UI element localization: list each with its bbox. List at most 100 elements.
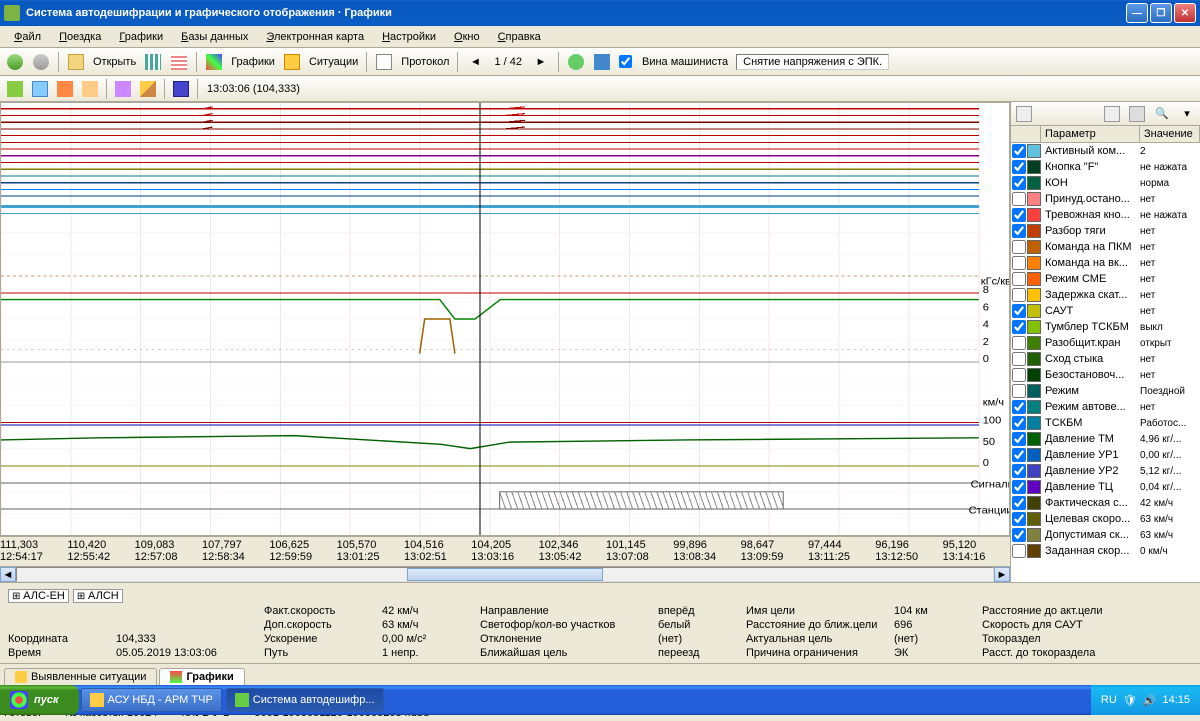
fault-checkbox[interactable]: [619, 55, 632, 68]
edit-icon[interactable]: [137, 78, 159, 100]
next-page-button[interactable]: ►: [530, 51, 552, 73]
param-checkbox[interactable]: [1012, 400, 1026, 414]
close-button[interactable]: ✕: [1174, 3, 1196, 23]
param-checkbox[interactable]: [1012, 496, 1026, 510]
prev-page-button[interactable]: ◄: [464, 51, 486, 73]
param-row[interactable]: КОН норма: [1011, 175, 1200, 191]
param-checkbox[interactable]: [1012, 368, 1026, 382]
param-row[interactable]: Разбор тяги нет: [1011, 223, 1200, 239]
scroll-right-button[interactable]: ►: [994, 567, 1010, 582]
param-row[interactable]: САУТ нет: [1011, 303, 1200, 319]
param-checkbox[interactable]: [1012, 432, 1026, 446]
forward-button[interactable]: [30, 51, 52, 73]
param-row[interactable]: Целевая скоро... 63 км/ч: [1011, 511, 1200, 527]
param-row[interactable]: Разобщит.кран открыт: [1011, 335, 1200, 351]
menu-Электронная карта[interactable]: Электронная карта: [258, 29, 372, 45]
param-row[interactable]: Кнопка "F" не нажата: [1011, 159, 1200, 175]
panel-zoom-in[interactable]: 🔍: [1151, 103, 1173, 125]
param-row[interactable]: Заданная скор... 0 км/ч: [1011, 543, 1200, 559]
param-checkbox[interactable]: [1012, 336, 1026, 350]
param-checkbox[interactable]: [1012, 384, 1026, 398]
info-tree[interactable]: ⊞ АЛС-ЕН ⊞ АЛСН: [8, 587, 1192, 605]
taskbar-task[interactable]: АСУ НБД - АРМ ТЧР: [81, 688, 222, 712]
param-row[interactable]: Режим Поездной: [1011, 383, 1200, 399]
tool-icon-3[interactable]: [54, 78, 76, 100]
param-checkbox[interactable]: [1012, 512, 1026, 526]
graphs-button[interactable]: Графики: [229, 56, 277, 68]
param-checkbox[interactable]: [1012, 288, 1026, 302]
param-checkbox[interactable]: [1012, 192, 1026, 206]
param-row[interactable]: Давление ТМ 4,96 кг/...: [1011, 431, 1200, 447]
param-checkbox[interactable]: [1012, 256, 1026, 270]
tray-icon[interactable]: 🛡: [1123, 694, 1137, 707]
param-row[interactable]: Безостановоч... нет: [1011, 367, 1200, 383]
tab-graphs[interactable]: Графики: [159, 668, 244, 685]
start-button[interactable]: пуск: [0, 685, 79, 715]
minimize-button[interactable]: —: [1126, 3, 1148, 23]
param-row[interactable]: Давление УР1 0,00 кг/...: [1011, 447, 1200, 463]
goto-icon[interactable]: [591, 51, 613, 73]
param-checkbox[interactable]: [1012, 176, 1026, 190]
flag-icon[interactable]: [281, 51, 303, 73]
param-row[interactable]: Принуд.остано... нет: [1011, 191, 1200, 207]
save-icon[interactable]: [170, 78, 192, 100]
param-row[interactable]: Сход стыка нет: [1011, 351, 1200, 367]
chart-icon[interactable]: [203, 51, 225, 73]
param-row[interactable]: Давление УР2 5,12 кг/...: [1011, 463, 1200, 479]
menu-Файл[interactable]: Файл: [6, 29, 49, 45]
param-checkbox[interactable]: [1012, 208, 1026, 222]
situations-button[interactable]: Ситуации: [307, 56, 360, 68]
param-checkbox[interactable]: [1012, 448, 1026, 462]
param-checkbox[interactable]: [1012, 144, 1026, 158]
param-checkbox[interactable]: [1012, 480, 1026, 494]
protocol-button[interactable]: Протокол: [399, 56, 451, 68]
param-row[interactable]: Тревожная кно... не нажата: [1011, 207, 1200, 223]
menu-Справка[interactable]: Справка: [490, 29, 549, 45]
maximize-button[interactable]: ❐: [1150, 3, 1172, 23]
refresh-icon[interactable]: [565, 51, 587, 73]
panel-zoom-out[interactable]: ▾: [1176, 103, 1198, 125]
panel-tool-2[interactable]: [1101, 103, 1123, 125]
menu-Базы данных[interactable]: Базы данных: [173, 29, 256, 45]
menu-Поездка[interactable]: Поездка: [51, 29, 109, 45]
param-checkbox[interactable]: [1012, 304, 1026, 318]
tray-lang[interactable]: RU: [1101, 694, 1117, 706]
param-row[interactable]: Команда на ПКМ нет: [1011, 239, 1200, 255]
tool-icon-5[interactable]: [112, 78, 134, 100]
scroll-left-button[interactable]: ◄: [0, 567, 16, 582]
param-checkbox[interactable]: [1012, 352, 1026, 366]
param-checkbox[interactable]: [1012, 528, 1026, 542]
param-row[interactable]: ТСКБМ Работос...: [1011, 415, 1200, 431]
tool-icon-4[interactable]: [79, 78, 101, 100]
doc-icon[interactable]: [373, 51, 395, 73]
folder-icon[interactable]: [65, 51, 87, 73]
menu-Окно[interactable]: Окно: [446, 29, 488, 45]
param-checkbox[interactable]: [1012, 160, 1026, 174]
scroll-thumb[interactable]: [407, 568, 602, 581]
param-row[interactable]: Режим СМЕ нет: [1011, 271, 1200, 287]
param-checkbox[interactable]: [1012, 320, 1026, 334]
param-row[interactable]: Режим автове... нет: [1011, 399, 1200, 415]
menu-Графики[interactable]: Графики: [111, 29, 171, 45]
tray-icon[interactable]: 🔊: [1143, 694, 1157, 707]
open-button[interactable]: Открыть: [91, 56, 138, 68]
back-button[interactable]: [4, 51, 26, 73]
taskbar-task[interactable]: Система автодешифр...: [226, 688, 384, 712]
panel-tool-3[interactable]: [1126, 103, 1148, 125]
h-scrollbar[interactable]: ◄ ►: [0, 566, 1010, 582]
tab-situations[interactable]: Выявленные ситуации: [4, 668, 157, 685]
param-checkbox[interactable]: [1012, 544, 1026, 558]
list-icon[interactable]: [168, 51, 190, 73]
param-row[interactable]: Активный ком... 2: [1011, 143, 1200, 159]
chart-area[interactable]: 02468кГс/кв.см050100км/чСигналыСтанции: [0, 102, 1010, 536]
param-checkbox[interactable]: [1012, 464, 1026, 478]
system-tray[interactable]: RU 🛡 🔊 14:15: [1091, 685, 1200, 715]
param-row[interactable]: Допустимая ск... 63 км/ч: [1011, 527, 1200, 543]
param-row[interactable]: Задержка скат... нет: [1011, 287, 1200, 303]
param-checkbox[interactable]: [1012, 416, 1026, 430]
panel-tool-1[interactable]: [1013, 103, 1035, 125]
param-row[interactable]: Тумблер ТСКБМ выкл: [1011, 319, 1200, 335]
menu-Настройки[interactable]: Настройки: [374, 29, 444, 45]
param-row[interactable]: Фактическая с... 42 км/ч: [1011, 495, 1200, 511]
param-list[interactable]: Активный ком... 2 Кнопка "F" не нажата К…: [1011, 143, 1200, 582]
